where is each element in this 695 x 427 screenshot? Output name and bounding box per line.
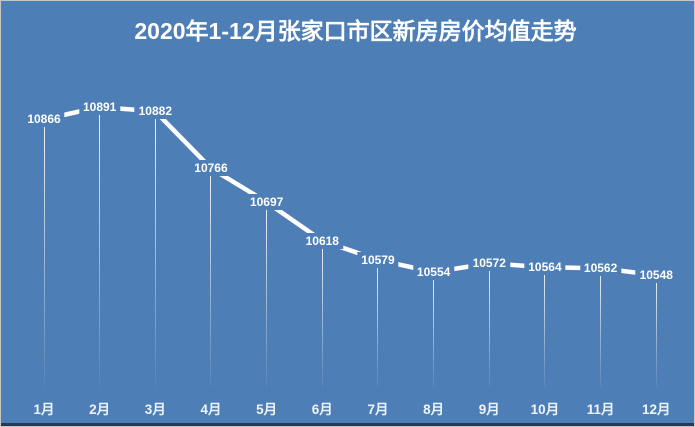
chart-title: 2020年1-12月张家口市区新房房价均值走势 (134, 18, 577, 44)
x-axis-label: 12月 (641, 402, 671, 417)
data-label: 10882 (134, 103, 176, 120)
x-axis-label: 2月 (89, 402, 111, 417)
x-axis-label: 3月 (144, 402, 166, 417)
data-label: 10554 (412, 264, 455, 281)
data-label: 10548 (635, 267, 677, 284)
drop-line (655, 275, 657, 388)
drop-line (377, 260, 379, 388)
drop-line (43, 119, 45, 388)
x-axis-label: 1月 (33, 402, 55, 417)
chart-bottom-edge (1, 423, 694, 426)
drop-line (210, 168, 212, 388)
x-axis-label: 5月 (256, 402, 278, 417)
x-axis-label: 4月 (200, 402, 222, 417)
data-label: 10891 (78, 99, 121, 115)
drop-line (433, 272, 435, 388)
data-label: 10562 (579, 260, 622, 277)
data-label: 10564 (524, 259, 566, 276)
data-label: 10618 (301, 232, 343, 249)
x-axis-label: 9月 (478, 402, 500, 417)
drop-line (544, 267, 546, 388)
x-axis-label: 6月 (311, 402, 333, 417)
data-label: 10697 (245, 194, 288, 211)
drop-line (488, 263, 490, 388)
drop-line (99, 107, 101, 388)
x-axis-label: 11月 (586, 402, 615, 417)
x-axis-label: 8月 (423, 402, 445, 417)
data-label: 10572 (468, 255, 510, 272)
x-axis-label: 7月 (367, 402, 389, 417)
data-label: 10579 (357, 251, 399, 268)
drop-line (321, 241, 323, 388)
drop-line (600, 268, 602, 388)
data-label: 10766 (190, 160, 232, 177)
x-axis-label: 10月 (530, 402, 560, 417)
trend-line (41, 104, 659, 278)
drop-line (154, 111, 156, 388)
drop-line (266, 202, 268, 388)
data-label: 10866 (23, 111, 65, 128)
